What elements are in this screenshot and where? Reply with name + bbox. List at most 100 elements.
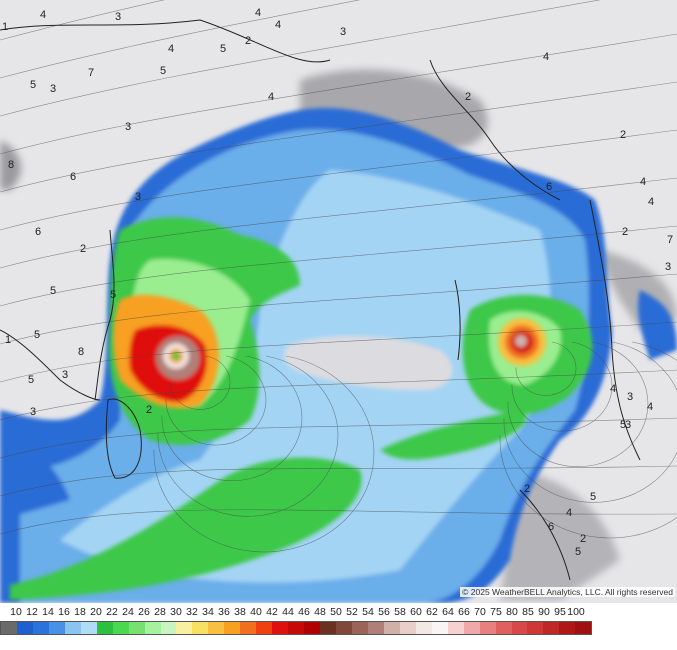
- colorbar-label: 90: [538, 606, 550, 618]
- colorbar-swatch: [224, 622, 241, 634]
- colorbar-label: 62: [426, 606, 438, 618]
- contour-label: 5: [590, 491, 596, 503]
- contour-label: 4: [648, 196, 654, 208]
- contour-label: 4: [168, 43, 174, 55]
- contour-label: 5: [620, 419, 626, 431]
- contour-label: 6: [548, 521, 554, 533]
- streamline: [169, 355, 231, 410]
- contour-label: 5: [34, 329, 40, 341]
- streamline: [515, 341, 577, 396]
- colorbar-label: 16: [58, 606, 70, 618]
- contour-label: 2: [622, 226, 628, 238]
- colorbar-swatch: [463, 622, 480, 634]
- streamline: [0, 81, 677, 193]
- contour-label: 4: [566, 507, 572, 519]
- colorbar-swatch: [399, 622, 416, 634]
- colorbar-label: 12: [26, 606, 38, 618]
- contour-label: 4: [275, 19, 281, 31]
- colorbar-label: 100: [567, 606, 585, 618]
- streamline: [499, 341, 677, 539]
- colorbar-swatch: [160, 622, 177, 634]
- colorbar-label: 14: [42, 606, 54, 618]
- contour-label: 3: [125, 121, 131, 133]
- streamline: [0, 321, 677, 383]
- copyright-notice: © 2025 WeatherBELL Analytics, LLC. All r…: [460, 587, 675, 597]
- contour-label: 5: [50, 285, 56, 297]
- contour-label: 8: [8, 159, 14, 171]
- colorbar-label: 85: [522, 606, 534, 618]
- streamline: [0, 0, 361, 79]
- contour-label: 4: [647, 401, 653, 413]
- streamline: [0, 369, 677, 421]
- colorbar-swatch: [16, 622, 33, 634]
- streamline: [503, 341, 677, 503]
- colorbar-label: 24: [122, 606, 134, 618]
- contour-label: 3: [340, 26, 346, 38]
- streamline: [0, 465, 677, 497]
- contour-label: 3: [62, 369, 68, 381]
- colorbar-label: 95: [554, 606, 566, 618]
- colorbar-swatch: [80, 622, 97, 634]
- colorbar-swatch: [272, 622, 289, 634]
- colorbar-label: 48: [314, 606, 326, 618]
- colorbar-label: 42: [266, 606, 278, 618]
- colorbar-label: 50: [330, 606, 342, 618]
- streamline: [165, 355, 267, 446]
- colorbar-swatch: [479, 622, 496, 634]
- contour-label: 2: [80, 243, 86, 255]
- colorbar-swatch: [208, 622, 225, 634]
- streamline: [0, 273, 677, 345]
- colorbar-label: 18: [74, 606, 86, 618]
- colorbar-swatch: [128, 622, 145, 634]
- contour-label: 3: [665, 261, 671, 273]
- contour-label: 2: [146, 404, 152, 416]
- colorbar-swatch: [176, 622, 193, 634]
- streamline: [157, 355, 339, 517]
- colorbar-label: 26: [138, 606, 150, 618]
- colorbar-swatch: [304, 622, 321, 634]
- colorbar-swatch: [511, 622, 528, 634]
- contour-label: 4: [40, 9, 46, 21]
- colorbar-label: 40: [250, 606, 262, 618]
- contour-label: 7: [88, 67, 94, 79]
- left-cyclone: [113, 294, 219, 409]
- coastlines: [0, 19, 641, 581]
- contour-label: 7: [667, 234, 673, 246]
- colorbar-swatch: [32, 622, 49, 634]
- colorbar-swatch: [256, 622, 273, 634]
- right-cyclone: [498, 318, 546, 366]
- streamline: [0, 129, 677, 231]
- andaman-gray-patch: [284, 335, 453, 391]
- streamline: [507, 341, 649, 467]
- colorbar-label: 70: [474, 606, 486, 618]
- colorbar-label: 10: [10, 606, 22, 618]
- streamline: [0, 33, 677, 155]
- colorbar-swatch: [240, 622, 257, 634]
- contour-label: 3: [625, 419, 631, 431]
- colorbar-swatch: [559, 622, 576, 634]
- colorbar-swatch: [495, 622, 512, 634]
- colorbar-label: 32: [186, 606, 198, 618]
- colorbar-swatch: [527, 622, 544, 634]
- colorbar-swatch: [192, 622, 209, 634]
- contour-label: 1: [5, 334, 11, 346]
- streamline: [161, 355, 303, 481]
- colorbar-labels: 10 12 14 16 18 20 22 24 26 28 30 32 34 36 38 40 42 44 46 48…: [4, 606, 604, 620]
- colorbar-label: 20: [90, 606, 102, 618]
- contour-label: 3: [50, 83, 56, 95]
- colorbar-swatch: [367, 622, 384, 634]
- colorbar-label: 60: [410, 606, 422, 618]
- contour-label: 6: [35, 226, 41, 238]
- colorbar-swatch: [351, 622, 368, 634]
- colorbar-swatch: [431, 622, 448, 634]
- streamline: [0, 225, 677, 307]
- colorbar-swatch: [96, 622, 113, 634]
- contour-label: 3: [627, 391, 633, 403]
- colorbar-swatch: [144, 622, 161, 634]
- contour-label: 2: [524, 483, 530, 495]
- colorbar-swatch: [64, 622, 81, 634]
- colorbar-label: 54: [362, 606, 374, 618]
- contour-label: 5: [28, 374, 34, 386]
- colorbar-label: 46: [298, 606, 310, 618]
